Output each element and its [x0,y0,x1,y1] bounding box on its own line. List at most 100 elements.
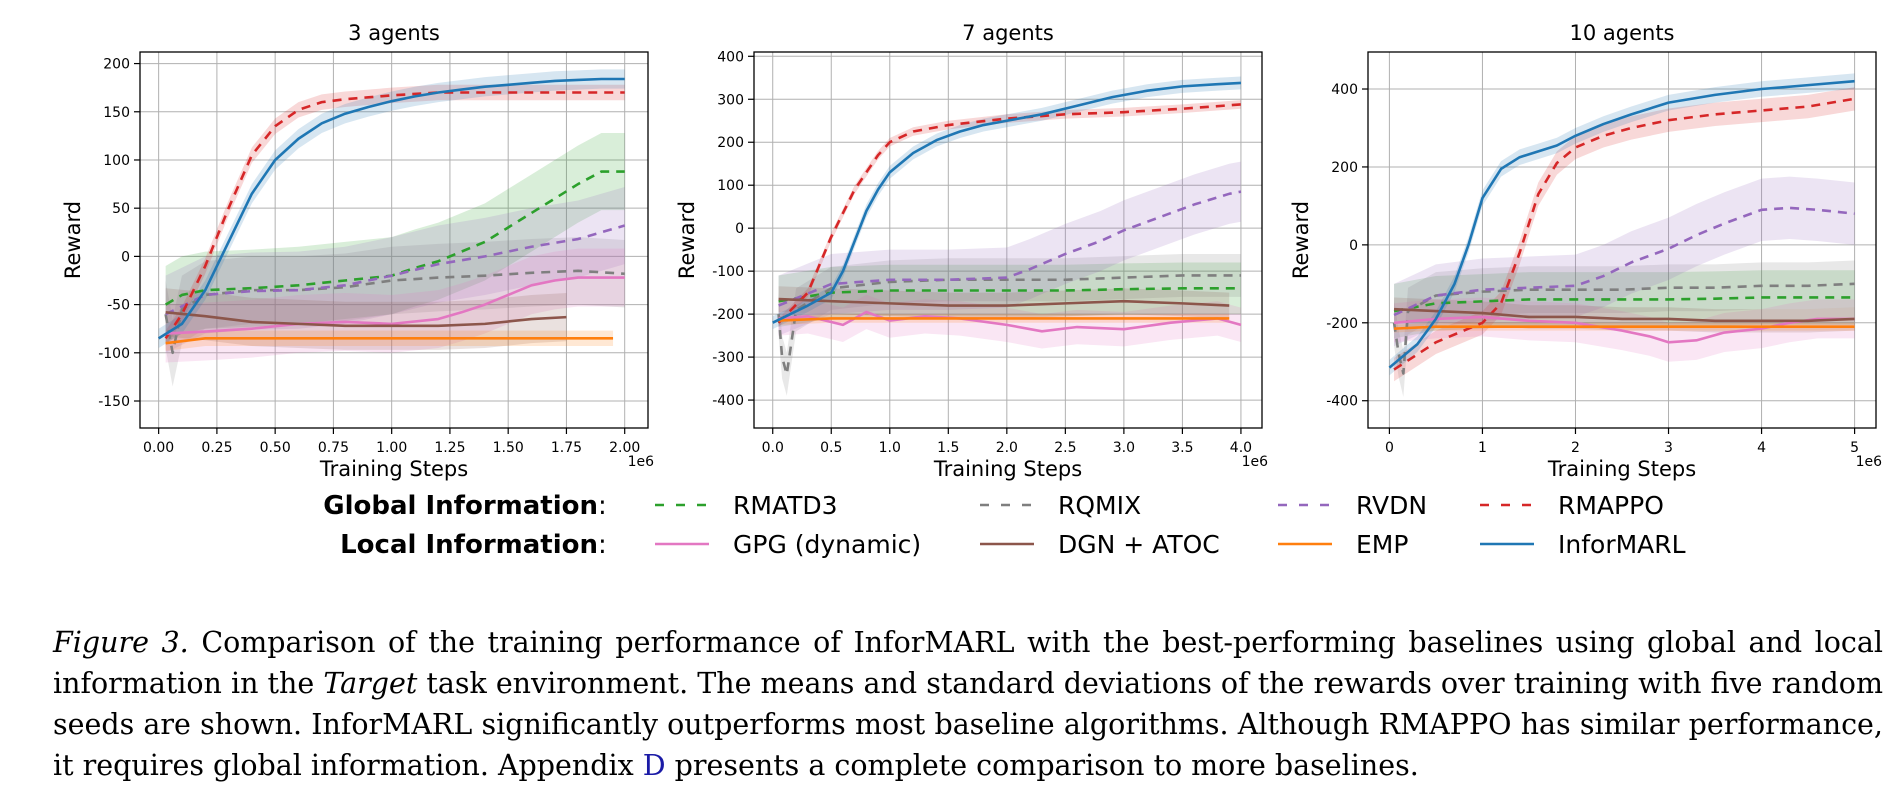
x-axis-label: Training Steps [933,457,1082,481]
y-tick-label: 0 [1349,238,1358,254]
series-line-dgn-atoc [165,311,567,328]
x-offset-label: 1e6 [628,454,655,470]
x-tick-label: 1.5 [937,440,959,456]
series-line-rmappo [777,103,1242,324]
x-tick-label: 1.0 [879,440,901,456]
y-tick-label: 100 [717,178,744,194]
x-tick-label: 0.75 [318,440,349,456]
series-line-rmappo [164,91,625,340]
chart-title: 7 agents [962,21,1054,45]
series-line-rqmix [1392,282,1855,375]
std-band-rvdn [165,186,625,353]
series-line-gpg-dynamic- [778,310,1242,333]
y-tick-label: -200 [1326,316,1358,332]
legend-entry: RMATD3 [733,491,838,520]
plot-area [157,69,626,387]
std-band-dgn-atoc [1394,297,1855,333]
y-tick-label: -200 [712,307,744,323]
std-band-gpg-dynamic- [1394,297,1855,362]
x-axis-label: Training Steps [319,457,468,481]
legend-entry: DGN + ATOC [1058,530,1220,559]
y-axis-label: Reward [61,201,85,279]
series-line-emp [1393,325,1855,330]
series-line-rmatd3 [164,170,625,306]
y-tick-label: -50 [107,298,130,314]
axes-frame [1367,51,1877,429]
x-tick-label: 2 [1571,440,1580,456]
chart-title: 10 agents [1570,21,1675,45]
x-tick-label: 4 [1757,440,1766,456]
x-tick-label: 1.75 [551,440,582,456]
x-tick-label: 1.25 [434,440,465,456]
legend-entry: RQMIX [1058,491,1141,520]
y-tick-label: 150 [103,105,130,121]
legend-entry: GPG (dynamic) [733,530,921,559]
y-tick-label: 100 [103,153,130,169]
series-line-rvdn [165,224,626,316]
y-tick-label: 200 [1331,160,1358,176]
x-tick-label: 0.25 [201,440,232,456]
legend-entry: InforMARL [1558,530,1686,559]
legend-entry: EMP [1356,530,1408,559]
series-line-rmatd3 [778,287,1241,303]
std-band-rmappo [1394,87,1855,382]
caption-appendix-link[interactable]: D [642,749,666,782]
series-line-gpg-dynamic- [165,276,625,335]
chart-title: 3 agents [348,21,440,45]
std-band-gpg-dynamic- [778,294,1241,349]
series-line-informarl [1388,79,1855,369]
series-line-informarl [157,77,625,340]
legend-entry: RMAPPO [1558,491,1664,520]
series-line-rqmix [164,269,625,355]
x-tick-label: 2.5 [1054,440,1076,456]
axes-frame [753,51,1263,429]
x-tick-label: 2.0 [996,440,1018,456]
y-axis-label: Reward [1289,201,1313,279]
y-tick-label: -400 [712,393,744,409]
std-band-rvdn [778,161,1241,336]
x-offset-label: 1e6 [1856,454,1883,470]
x-tick-label: 0.00 [143,440,174,456]
legend-global-heading: Global Information [323,491,598,521]
y-tick-label: 300 [717,92,744,108]
series-line-emp [165,337,614,345]
legend: Global Information: Local Information: RMA… [0,488,1904,568]
caption-text-3: presents a complete comparison to more b… [665,749,1419,782]
series-line-rmatd3 [1393,296,1855,313]
y-tick-label: -100 [712,264,744,280]
caption-text-1: Comparison of the training performance o… [53,626,1883,700]
plot-area [772,76,1242,396]
legend-graphic: Global Information:Local Information: RMA… [323,491,1686,560]
series-line-rvdn [778,190,1242,307]
y-tick-label: 200 [103,57,130,73]
legend-colon: : [598,491,607,521]
std-band-dgn-atoc [165,288,567,350]
figure-charts: 0.00 0.25 0.50 0.75 1.00 1.25 1.50 1.75 2.00-150… [61,21,1882,481]
x-offset-label: 1e6 [1242,454,1269,470]
series-line-rqmix [777,274,1241,376]
x-tick-label: 3 [1664,440,1673,456]
std-band-dgn-atoc [778,286,1230,319]
y-axis-label: Reward [675,201,699,279]
x-tick-label: 3.0 [1113,440,1135,456]
caption-text-2: task environment. The means and standard… [53,667,1883,782]
y-tick-label: -300 [712,350,744,366]
x-tick-label: 5 [1850,440,1859,456]
x-tick-label: 0.50 [260,440,291,456]
caption-figure-label: Figure 3. [53,626,189,659]
x-tick-label: 1.00 [376,440,407,456]
x-tick-label: 0.0 [762,440,784,456]
chart-panel-1: 0.00 0.25 0.50 0.75 1.00 1.25 1.50 1.75 2.00 -150… [61,21,654,481]
series-line-dgn-atoc [778,297,1230,307]
legend-local-heading: Local Information [340,530,598,560]
legend-colon: : [598,530,607,560]
x-tick-label: 2.00 [609,440,640,456]
series-line-emp [778,317,1230,322]
y-tick-label: 50 [112,201,130,217]
y-tick-label: 0 [121,249,130,265]
axes-frame [139,51,649,429]
chart-panel-3: 0 1 2 3 4 5 -400 -200 0 200 400 10 agents Training S… [1289,21,1882,481]
chart-panel-2: 0.0 0.5 1.0 1.5 2.0 2.5 3.0 3.5 4.0 -400 -300 -200 -… [675,21,1268,481]
std-band-informarl [772,76,1241,330]
caption-italic-word: Target [323,667,418,700]
